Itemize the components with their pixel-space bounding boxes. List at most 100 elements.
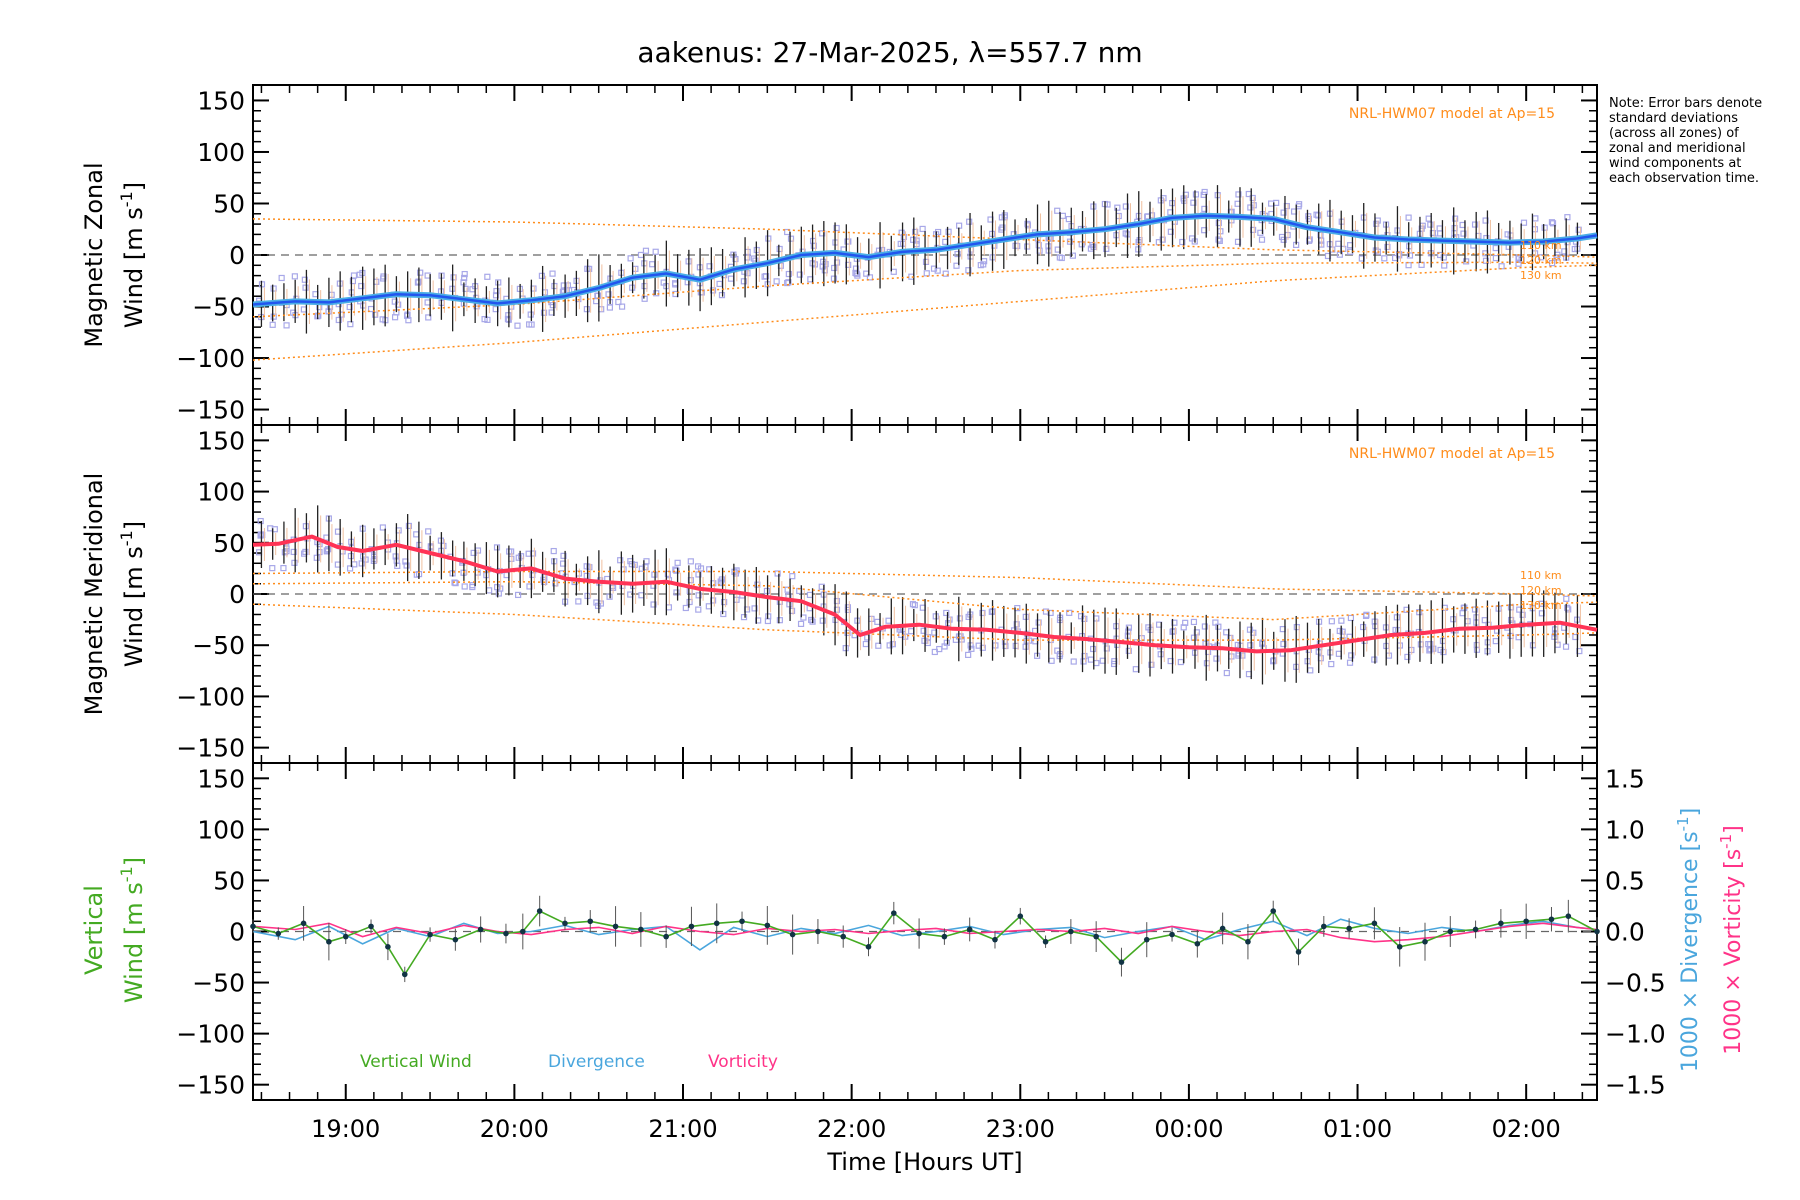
y2-tick-label: 1.0 xyxy=(1605,815,1645,844)
zone-sample-marker xyxy=(461,583,468,590)
zone-sample-marker xyxy=(424,299,431,306)
y2-tick-label: 1.5 xyxy=(1605,764,1645,793)
zone-sample-marker xyxy=(979,609,986,617)
zone-sample-marker xyxy=(709,287,717,294)
zone-sample-marker xyxy=(844,629,851,637)
x-tick-label: 20:00 xyxy=(480,1115,549,1143)
zone-sample-marker xyxy=(583,572,590,579)
zone-sample-marker xyxy=(642,247,650,254)
zone-sample-marker xyxy=(593,298,600,305)
zone-sample-marker xyxy=(786,601,793,608)
y-tick-label: 100 xyxy=(197,478,245,507)
zone-sample-marker xyxy=(270,313,277,320)
zone-sample-marker xyxy=(762,273,770,280)
zone-sample-marker xyxy=(830,275,838,282)
zone-sample-marker xyxy=(1258,236,1266,243)
y-tick-label: 100 xyxy=(197,138,245,167)
zone-sample-marker xyxy=(1482,257,1490,264)
y-tick-label: −150 xyxy=(176,1071,245,1100)
zone-sample-marker xyxy=(686,598,693,606)
zone-sample-marker xyxy=(1492,638,1499,645)
vertical-wind-point xyxy=(992,936,998,943)
zone-sample-marker xyxy=(1404,653,1411,661)
vertical-wind-point xyxy=(1093,933,1099,940)
vertical-wind-point xyxy=(520,928,526,935)
zone-sample-marker xyxy=(1066,238,1074,245)
zone-sample-marker xyxy=(673,567,680,574)
zone-sample-marker xyxy=(405,522,413,530)
zone-sample-marker xyxy=(1575,226,1582,233)
zone-sample-marker xyxy=(819,230,826,237)
zone-sample-marker xyxy=(413,531,420,538)
zone-sample-marker xyxy=(705,603,712,610)
zone-sample-marker xyxy=(527,311,534,318)
zone-sample-marker xyxy=(1093,659,1100,667)
zone-sample-marker xyxy=(617,557,624,564)
vertical-wind-point xyxy=(1068,928,1074,935)
zone-sample-marker xyxy=(484,273,491,280)
meridional-plot: −150 −100 −50 0 50 100 150 xyxy=(176,425,1598,763)
zone-sample-marker xyxy=(776,245,783,253)
zone-sample-marker xyxy=(682,604,689,612)
zone-sample-marker xyxy=(744,270,751,277)
vertical-wind-point xyxy=(1169,931,1175,938)
zone-sample-marker xyxy=(806,591,814,599)
zone-sample-marker xyxy=(1273,199,1280,206)
vertical-wind-point xyxy=(1371,920,1378,927)
zone-sample-marker xyxy=(1048,657,1055,664)
zone-sample-marker xyxy=(391,314,399,321)
y2-tick-label: −0.5 xyxy=(1605,969,1666,998)
zone-sample-marker xyxy=(943,609,950,617)
zone-sample-marker xyxy=(540,309,548,316)
zone-sample-marker xyxy=(673,589,680,596)
zone-sample-marker xyxy=(1070,658,1077,665)
vertical-wind-point xyxy=(342,933,349,940)
zone-sample-marker xyxy=(594,602,602,609)
zone-sample-marker xyxy=(1538,610,1546,617)
zone-sample-marker xyxy=(886,642,893,649)
zone-sample-marker xyxy=(560,552,567,559)
zone-sample-marker xyxy=(649,261,656,268)
vertical-wind-point xyxy=(840,933,847,940)
zone-sample-marker xyxy=(1179,238,1186,246)
zone-sample-marker xyxy=(1416,609,1423,616)
zone-sample-marker xyxy=(586,564,593,571)
vertical-plot: −150 −100 −50 0 50 100 150 −1.5 −1.0 −0.5 0.0 0.5 1.… xyxy=(176,763,1666,1100)
zone-sample-marker xyxy=(514,322,521,329)
vertical-ylabel-line2: Wind [m s-1] xyxy=(117,857,148,1003)
zone-sample-marker xyxy=(1280,209,1287,216)
zone-sample-marker xyxy=(1069,252,1076,259)
zone-sample-marker xyxy=(774,570,781,577)
meridional-model-label: NRL-HWM07 model at Ap=15 xyxy=(1349,446,1555,462)
zone-sample-marker xyxy=(800,614,807,621)
x-tick-label: 00:00 xyxy=(1154,1115,1223,1143)
zone-sample-marker xyxy=(833,224,840,232)
zone-sample-marker xyxy=(796,271,803,278)
zone-sample-marker xyxy=(651,571,658,578)
zone-sample-marker xyxy=(316,548,323,556)
vertical-wind-point xyxy=(1472,926,1479,933)
zone-sample-marker xyxy=(1081,615,1088,622)
zone-sample-marker xyxy=(1371,656,1378,663)
y-tick-label: 0 xyxy=(229,241,245,270)
vertical-wind-point xyxy=(1143,936,1150,943)
zone-sample-marker xyxy=(1035,619,1042,626)
zone-sample-marker xyxy=(740,278,747,285)
zone-sample-marker xyxy=(515,554,522,561)
zone-sample-marker xyxy=(425,528,432,535)
zone-sample-marker xyxy=(956,222,963,229)
zone-sample-marker xyxy=(819,617,826,624)
zone-sample-marker xyxy=(977,262,984,269)
zone-sample-marker xyxy=(706,263,713,270)
zone-sample-marker xyxy=(942,270,949,277)
zone-sample-marker xyxy=(898,229,905,236)
zone-sample-marker xyxy=(664,570,671,577)
zone-sample-marker xyxy=(394,562,401,570)
zone-sample-marker xyxy=(1405,214,1412,221)
model-curve-model-110-km xyxy=(252,218,1598,258)
zone-sample-marker xyxy=(1013,621,1020,628)
zone-sample-marker xyxy=(1338,617,1345,624)
vertical-wind-point xyxy=(941,933,948,940)
zone-sample-marker xyxy=(740,614,748,621)
zonal-model-label: NRL-HWM07 model at Ap=15 xyxy=(1349,106,1555,122)
